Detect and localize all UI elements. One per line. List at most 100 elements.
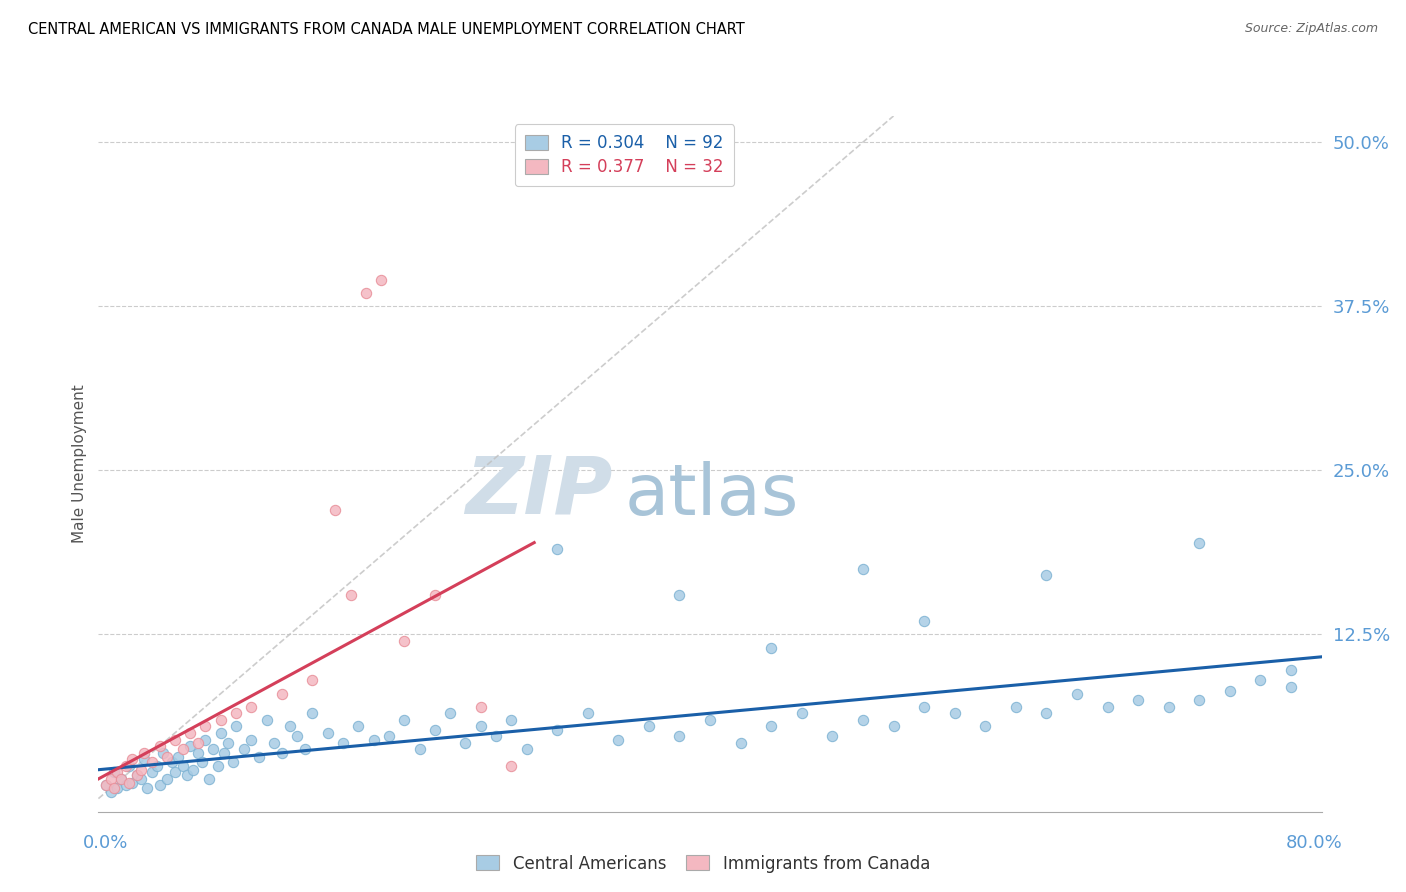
Point — [576, 706, 599, 721]
Point — [1219, 684, 1241, 698]
Point — [118, 776, 141, 790]
Point — [247, 749, 270, 764]
Point — [730, 736, 752, 750]
Point — [278, 719, 301, 733]
Point — [339, 588, 361, 602]
Point — [1066, 687, 1088, 701]
Point — [115, 779, 138, 793]
Point — [943, 706, 966, 721]
Point — [187, 746, 209, 760]
Point — [125, 768, 148, 782]
Legend: Central Americans, Immigrants from Canada: Central Americans, Immigrants from Canad… — [470, 848, 936, 880]
Point — [332, 736, 354, 750]
Point — [821, 729, 844, 743]
Point — [179, 739, 201, 753]
Point — [301, 706, 323, 721]
Point — [160, 755, 183, 769]
Point — [668, 729, 690, 743]
Point — [222, 755, 245, 769]
Point — [179, 726, 201, 740]
Point — [347, 719, 370, 733]
Point — [163, 765, 186, 780]
Point — [501, 758, 523, 772]
Point — [118, 758, 141, 772]
Point — [546, 542, 568, 557]
Text: Source: ZipAtlas.com: Source: ZipAtlas.com — [1244, 22, 1378, 36]
Text: ZIP: ZIP — [465, 452, 612, 531]
Point — [194, 719, 217, 733]
Point — [1279, 680, 1302, 694]
Point — [759, 640, 782, 655]
Legend: R = 0.304    N = 92, R = 0.377    N = 32: R = 0.304 N = 92, R = 0.377 N = 32 — [515, 124, 734, 186]
Y-axis label: Male Unemployment: Male Unemployment — [72, 384, 87, 543]
Point — [94, 779, 117, 793]
Point — [197, 772, 219, 786]
Point — [454, 736, 477, 750]
Text: 0.0%: 0.0% — [83, 834, 128, 852]
Point — [149, 779, 172, 793]
Point — [105, 781, 128, 796]
Point — [1249, 673, 1271, 688]
Point — [172, 758, 194, 772]
Point — [285, 729, 308, 743]
Text: atlas: atlas — [624, 460, 799, 530]
Point — [181, 763, 204, 777]
Point — [759, 719, 782, 733]
Point — [378, 729, 401, 743]
Point — [256, 713, 278, 727]
Point — [115, 758, 138, 772]
Point — [145, 758, 167, 772]
Point — [121, 776, 143, 790]
Point — [103, 781, 125, 796]
Point — [370, 273, 392, 287]
Point — [240, 732, 263, 747]
Point — [194, 732, 217, 747]
Point — [225, 706, 247, 721]
Point — [1097, 699, 1119, 714]
Point — [156, 772, 179, 786]
Point — [212, 746, 235, 760]
Point — [270, 687, 292, 701]
Point — [207, 758, 229, 772]
Point — [156, 749, 179, 764]
Point — [1157, 699, 1180, 714]
Point — [699, 713, 721, 727]
Point — [240, 699, 263, 714]
Point — [270, 746, 292, 760]
Point — [470, 719, 492, 733]
Point — [167, 749, 190, 764]
Point — [103, 765, 125, 780]
Point — [423, 588, 446, 602]
Point — [172, 741, 194, 756]
Point — [163, 732, 186, 747]
Point — [607, 732, 630, 747]
Point — [1035, 568, 1057, 582]
Point — [325, 503, 347, 517]
Point — [209, 713, 232, 727]
Point — [852, 713, 875, 727]
Point — [294, 741, 316, 756]
Point — [912, 615, 935, 629]
Point — [141, 755, 163, 769]
Point — [1188, 535, 1211, 549]
Point — [883, 719, 905, 733]
Point — [110, 772, 132, 786]
Point — [187, 736, 209, 750]
Point — [1035, 706, 1057, 721]
Text: 80.0%: 80.0% — [1286, 834, 1343, 852]
Point — [485, 729, 508, 743]
Point — [202, 741, 225, 756]
Point — [100, 785, 122, 799]
Point — [546, 723, 568, 738]
Point — [316, 726, 339, 740]
Point — [225, 719, 247, 733]
Point — [134, 752, 156, 766]
Point — [152, 746, 174, 760]
Point — [121, 752, 143, 766]
Point — [301, 673, 323, 688]
Point — [136, 781, 159, 796]
Point — [129, 772, 152, 786]
Point — [392, 634, 416, 648]
Point — [912, 699, 935, 714]
Point — [141, 765, 163, 780]
